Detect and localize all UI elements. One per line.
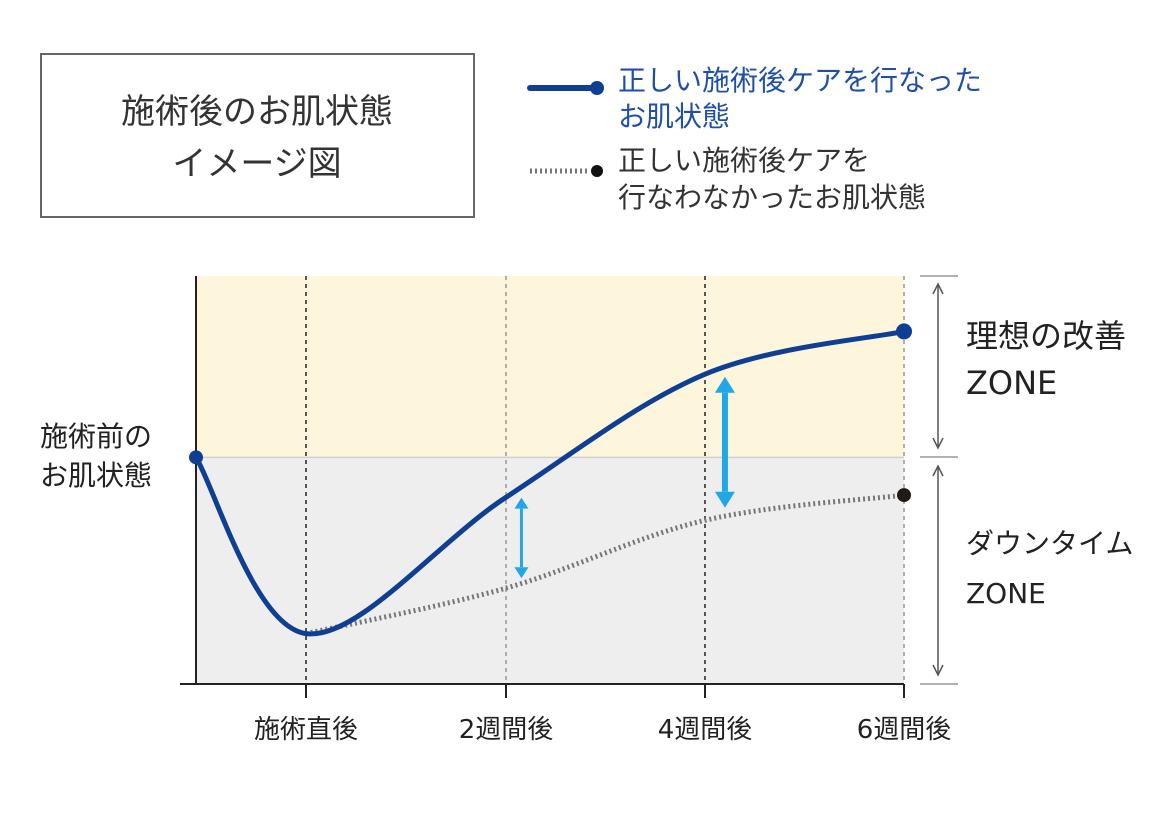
downtime-zone-label-line-1: ダウンタイム — [966, 527, 1133, 560]
gap-arrow-4weeks-head-top — [714, 376, 735, 393]
legend-solid-dot — [590, 81, 604, 95]
legend-with-care-line-2: お肌状態 — [618, 100, 730, 133]
title-line-2: イメージ図 — [172, 144, 341, 184]
x-label-2weeks: 2週間後 — [459, 715, 554, 745]
series-with-care-start-point — [189, 450, 203, 465]
baseline-label-line-1: 施術前の — [40, 420, 152, 453]
x-label-6weeks: 6週間後 — [857, 715, 952, 745]
downtime-zone-span-top-head — [932, 464, 944, 477]
series-with-care-line — [193, 328, 907, 637]
x-label-immediate: 施術直後 — [254, 715, 358, 745]
gap-arrow-4weeks-head-bottom — [714, 491, 735, 508]
downtime-zone-band — [196, 457, 904, 684]
gap-arrow-2weeks-head-top — [514, 497, 529, 509]
gap-arrow-2weeks-head-bottom — [514, 567, 529, 579]
x-label-4weeks: 4週間後 — [658, 715, 753, 745]
improvement-zone-label-line-2: ZONE — [966, 364, 1057, 402]
downtime-zone-label-line-2: ZONE — [966, 577, 1046, 610]
improvement-zone-span-bottom-head — [932, 437, 944, 450]
series-without-care-end-point — [897, 488, 911, 503]
title-line-1: 施術後のお肌状態 — [121, 92, 393, 132]
legend-with-care-line-1: 正しい施術後ケアを行なった — [618, 64, 982, 97]
chart-series-layer — [189, 323, 912, 637]
legend-without-care-line-1: 正しい施術後ケアを — [618, 144, 870, 177]
legend-without-care-line-2: 行なわなかったお肌状態 — [618, 181, 926, 214]
downtime-zone-span-bottom-head — [932, 664, 944, 677]
title-box — [40, 53, 475, 218]
series-with-care-end-point — [896, 323, 912, 340]
baseline-label-line-2: お肌状態 — [40, 459, 152, 492]
improvement-zone-label-line-1: 理想の改善 — [966, 317, 1126, 355]
series-without-care-line — [305, 492, 905, 637]
legend: 正しい施術後ケアを行なった お肌状態 正しい施術後ケアを 行なわなかったお肌状態 — [527, 64, 982, 214]
improvement-zone-band — [196, 276, 904, 457]
improvement-zone-span-top-head — [932, 282, 944, 295]
legend-dotted-dot — [591, 165, 603, 177]
